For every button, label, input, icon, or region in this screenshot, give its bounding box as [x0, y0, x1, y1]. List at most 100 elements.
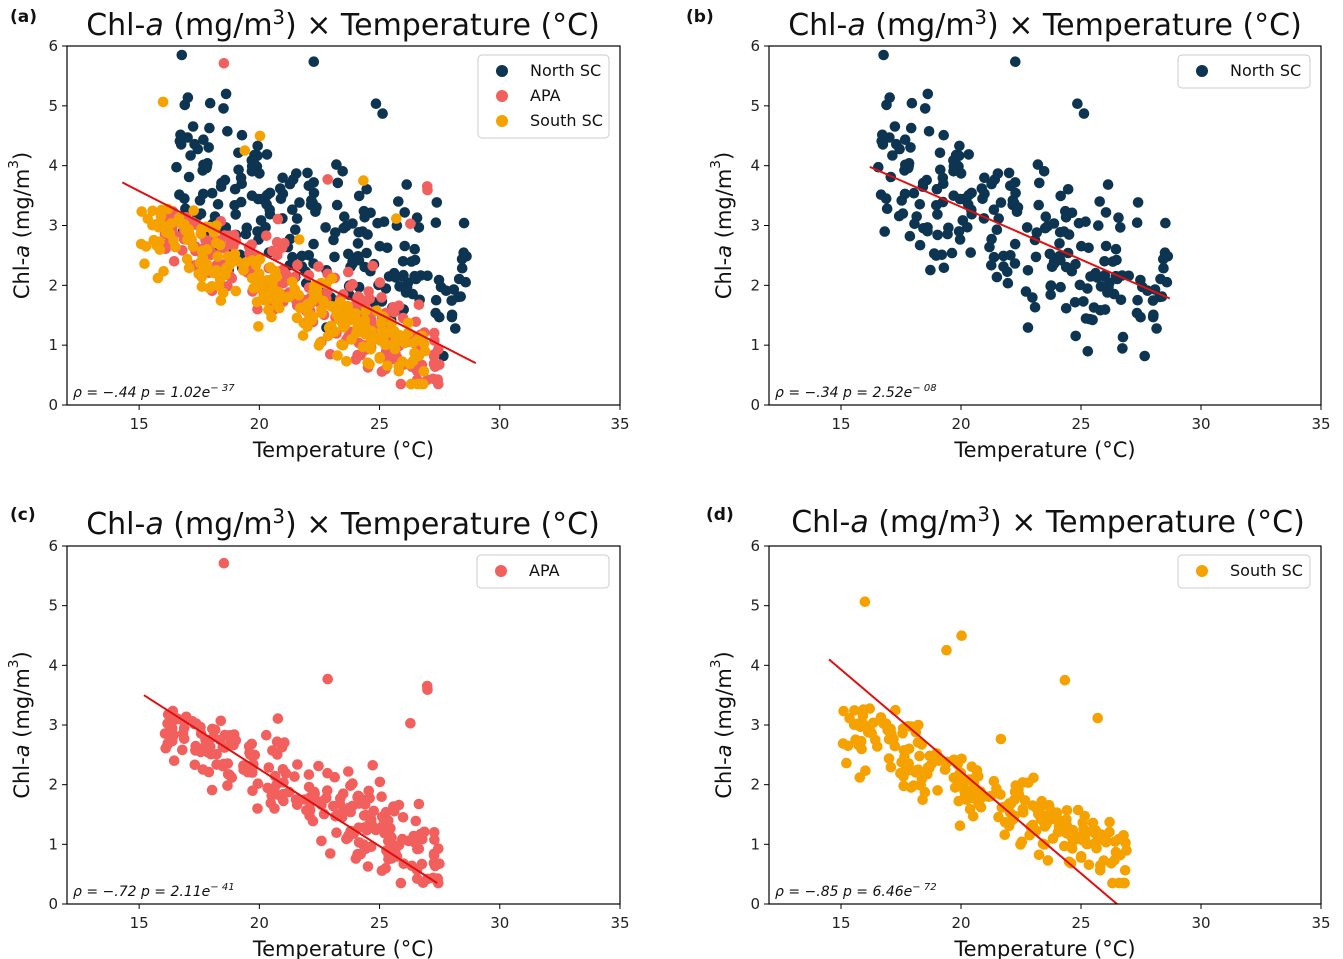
data-point-north-sc	[372, 217, 383, 229]
data-point-north-sc	[989, 174, 1001, 185]
data-point-north-sc	[308, 238, 319, 250]
y-tick-label: 4	[48, 656, 58, 674]
data-point-south-sc	[272, 289, 284, 301]
legend-marker	[1196, 565, 1208, 577]
data-point-north-sc	[255, 215, 267, 226]
data-point-north-sc	[381, 242, 393, 254]
data-point-apa	[353, 837, 365, 848]
data-point-south-sc	[201, 265, 212, 277]
data-point-north-sc	[331, 199, 343, 211]
data-point-north-sc	[876, 135, 887, 147]
data-point-north-sc	[358, 205, 370, 217]
data-point-apa	[388, 302, 399, 313]
data-point-south-sc	[1119, 865, 1131, 876]
data-point-apa	[352, 848, 363, 860]
data-point-apa	[292, 759, 303, 770]
data-point-apa	[347, 778, 358, 789]
data-point-apa	[322, 785, 333, 796]
data-point-south-sc	[993, 811, 1004, 823]
y-axis-label: Chl-a (mg/m3)	[708, 152, 736, 299]
data-point-south-sc	[294, 234, 305, 245]
data-point-south-sc	[1016, 836, 1028, 848]
data-point-north-sc	[347, 258, 358, 270]
data-point-north-sc	[904, 230, 916, 242]
data-point-south-sc	[337, 340, 349, 351]
data-point-north-sc	[183, 171, 195, 183]
data-point-apa	[334, 798, 346, 809]
data-point-north-sc	[277, 172, 289, 184]
data-point-north-sc	[331, 159, 342, 170]
data-point-north-sc	[352, 238, 364, 249]
chart-title: Chl-a (mg/m3) × Temperature (°C)	[86, 6, 600, 43]
x-tick-label: 35	[1311, 914, 1330, 932]
data-point-apa	[413, 798, 425, 810]
data-point-apa	[266, 790, 278, 801]
data-point-north-sc	[212, 199, 224, 210]
data-point-north-sc	[889, 121, 901, 132]
data-point-north-sc	[1151, 323, 1162, 334]
data-point-south-sc	[250, 259, 262, 271]
data-point-north-sc	[930, 250, 942, 261]
data-point-south-sc	[376, 324, 388, 335]
points	[135, 49, 472, 390]
correlation-stat: ρ = −.85 p = 6.46e− 72	[775, 882, 937, 900]
data-point-apa	[278, 277, 289, 289]
data-point-south-sc	[393, 365, 405, 377]
data-point-north-sc	[337, 166, 349, 177]
y-tick-label: 3	[48, 217, 58, 235]
data-point-north-sc	[1147, 295, 1159, 306]
data-point-apa	[429, 834, 440, 845]
data-point-north-sc	[1131, 307, 1143, 319]
data-point-north-sc	[1045, 281, 1056, 292]
data-point-south-sc	[912, 737, 924, 748]
data-point-apa	[383, 835, 394, 847]
data-point-apa	[267, 245, 278, 257]
data-point-south-sc	[316, 307, 328, 319]
y-tick-label: 2	[48, 276, 58, 294]
y-tick-label: 3	[750, 217, 760, 235]
data-point-north-sc	[1082, 346, 1094, 357]
data-point-north-sc	[218, 103, 229, 114]
x-tick-label: 30	[490, 415, 509, 433]
data-point-apa	[422, 684, 433, 695]
legend-entry: South SC	[1230, 561, 1303, 580]
data-point-apa	[429, 827, 440, 838]
data-point-south-sc	[365, 344, 377, 355]
x-tick-label: 30	[490, 914, 509, 932]
data-point-south-sc	[358, 175, 369, 186]
data-point-south-sc	[215, 295, 227, 306]
data-point-south-sc	[223, 260, 234, 272]
data-point-apa	[218, 557, 230, 569]
x-axis-label: Temperature (°C)	[252, 438, 434, 462]
data-point-apa	[243, 741, 255, 752]
data-point-south-sc	[239, 145, 251, 156]
data-point-south-sc	[837, 738, 849, 749]
data-point-apa	[372, 823, 384, 834]
data-point-south-sc	[889, 740, 901, 752]
y-tick-label: 1	[750, 835, 760, 853]
legend-entry: North SC	[1230, 61, 1301, 80]
y-tick-label: 0	[750, 396, 760, 414]
data-point-north-sc	[411, 212, 423, 223]
data-point-north-sc	[991, 224, 1003, 235]
data-point-north-sc	[406, 256, 417, 267]
data-point-south-sc	[916, 773, 928, 785]
data-point-south-sc	[204, 282, 215, 294]
chart-panel-c: (c) Chl-a (mg/m3) × Temperature (°C)15 20 2…	[6, 505, 630, 959]
data-point-south-sc	[1010, 780, 1022, 791]
data-point-north-sc	[1032, 159, 1044, 170]
data-point-north-sc	[308, 56, 320, 67]
data-point-north-sc	[966, 187, 977, 199]
data-point-north-sc	[252, 226, 263, 237]
y-tick-label: 3	[750, 716, 760, 734]
data-point-north-sc	[1022, 265, 1034, 276]
data-point-north-sc	[246, 190, 258, 201]
data-point-north-sc	[446, 295, 458, 306]
legend-marker	[496, 115, 508, 127]
y-tick-label: 6	[750, 37, 760, 55]
data-point-apa	[280, 268, 292, 280]
data-point-south-sc	[1041, 818, 1052, 830]
data-point-north-sc	[410, 273, 422, 285]
data-point-south-sc	[903, 743, 915, 755]
data-point-north-sc	[1069, 297, 1081, 308]
